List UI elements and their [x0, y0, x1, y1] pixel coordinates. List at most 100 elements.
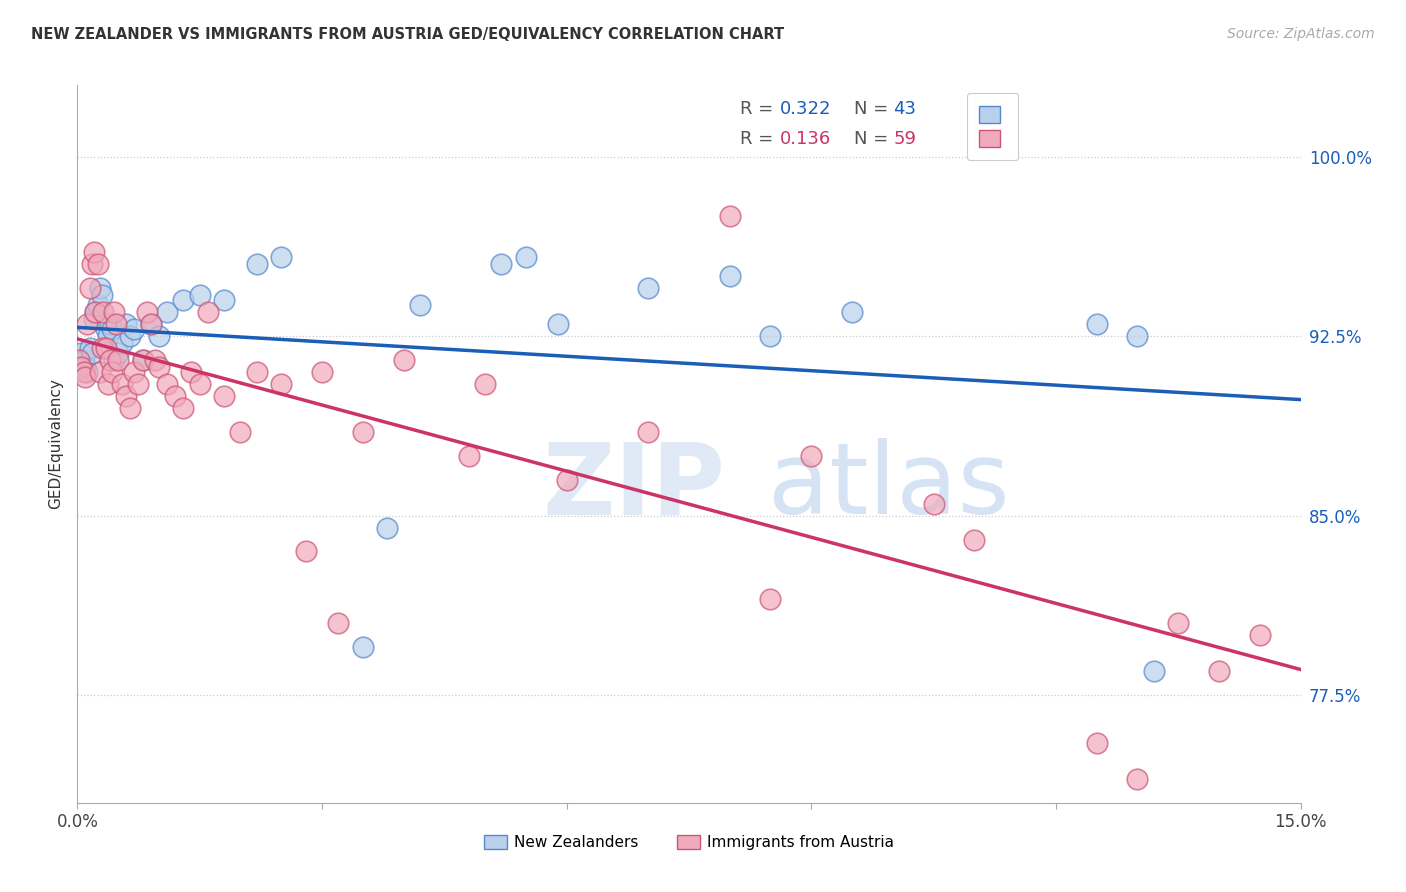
Point [98, 317, 121, 331]
Point [270, 250, 292, 264]
Point [1143, 664, 1166, 678]
Point [1167, 616, 1189, 631]
Point [1126, 772, 1149, 786]
Point [718, 210, 741, 224]
Point [328, 616, 350, 631]
Point [156, 376, 179, 391]
Point [491, 257, 513, 271]
Point [115, 317, 138, 331]
Point [547, 317, 569, 331]
Point [97, 329, 120, 343]
Point [90, 288, 112, 302]
Point [139, 317, 162, 331]
Point [963, 533, 986, 547]
Point [246, 257, 269, 271]
Point [229, 425, 252, 439]
Point [89, 281, 111, 295]
Point [139, 317, 162, 331]
Text: 43: 43 [893, 100, 917, 118]
Point [637, 281, 659, 295]
Point [100, 365, 122, 379]
Point [120, 401, 142, 415]
Point [246, 365, 269, 379]
Point [1085, 317, 1108, 331]
Point [188, 376, 211, 391]
Point [107, 346, 129, 360]
Point [75, 360, 97, 375]
Point [172, 293, 194, 307]
Point [270, 376, 292, 391]
Point [107, 353, 129, 368]
Point [124, 365, 146, 379]
Text: Source: ZipAtlas.com: Source: ZipAtlas.com [1227, 27, 1375, 41]
Point [212, 293, 235, 307]
Point [120, 329, 142, 343]
Point [115, 389, 138, 403]
Point [352, 640, 374, 655]
Point [79, 341, 101, 355]
Point [84, 305, 107, 319]
Point [311, 365, 333, 379]
Point [922, 497, 945, 511]
Point [1085, 736, 1108, 750]
Point [80, 346, 103, 360]
Point [90, 341, 112, 355]
Point [103, 305, 125, 319]
Point [180, 365, 202, 379]
Point [84, 305, 107, 319]
Text: atlas: atlas [769, 438, 1010, 535]
Point [127, 376, 149, 391]
Point [79, 281, 101, 295]
Point [212, 389, 235, 403]
Point [70, 360, 93, 375]
Point [94, 341, 117, 355]
Point [392, 353, 415, 368]
Point [83, 245, 105, 260]
Text: 0.136: 0.136 [779, 130, 831, 148]
Point [89, 365, 111, 379]
Y-axis label: GED/Equivalency: GED/Equivalency [48, 378, 63, 509]
Point [457, 449, 479, 463]
Point [1126, 329, 1149, 343]
Point [87, 298, 110, 312]
Point [759, 329, 782, 343]
Point [105, 317, 128, 331]
Point [294, 544, 316, 558]
Point [73, 353, 96, 368]
Point [375, 520, 398, 534]
Point [148, 360, 170, 375]
Point [131, 353, 153, 368]
Text: NEW ZEALANDER VS IMMIGRANTS FROM AUSTRIA GED/EQUIVALENCY CORRELATION CHART: NEW ZEALANDER VS IMMIGRANTS FROM AUSTRIA… [31, 27, 785, 42]
Text: ZIP: ZIP [543, 438, 725, 535]
Point [124, 322, 146, 336]
Point [148, 329, 170, 343]
Point [1249, 628, 1271, 642]
Point [474, 376, 496, 391]
Point [555, 473, 578, 487]
Point [1208, 664, 1230, 678]
Point [75, 369, 97, 384]
Point [80, 257, 103, 271]
Text: N =: N = [853, 100, 894, 118]
Point [172, 401, 194, 415]
Point [718, 269, 741, 284]
Point [188, 288, 211, 302]
Point [759, 592, 782, 607]
Point [111, 376, 134, 391]
Point [800, 449, 823, 463]
Point [841, 305, 863, 319]
Point [143, 353, 166, 368]
Point [100, 322, 122, 336]
Point [83, 312, 105, 326]
Point [352, 425, 374, 439]
Point [135, 305, 157, 319]
Point [76, 365, 98, 379]
Point [70, 346, 93, 360]
Point [515, 250, 537, 264]
Point [156, 305, 179, 319]
Legend: New Zealanders, Immigrants from Austria: New Zealanders, Immigrants from Austria [478, 829, 900, 856]
Point [103, 353, 125, 368]
Point [73, 365, 96, 379]
Text: N =: N = [853, 130, 894, 148]
Point [97, 376, 120, 391]
